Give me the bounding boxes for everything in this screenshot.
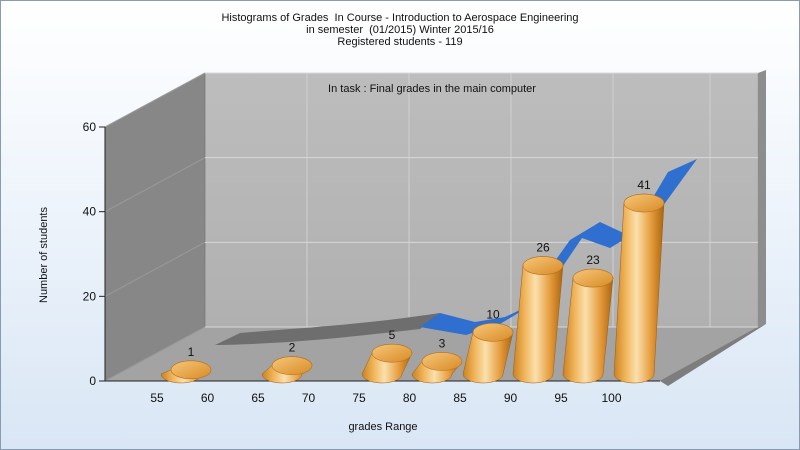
gridline-side: [104, 326, 206, 382]
bar-55-60: 1: [160, 345, 212, 384]
y-tick-label: 60: [83, 120, 97, 134]
x-tick-label: 100: [601, 391, 621, 405]
bar-value-label: 1: [188, 345, 195, 359]
bar-value-label: 10: [486, 307, 500, 321]
x-axis-label: grades Range: [348, 421, 417, 433]
bar-85-90: 10: [462, 307, 514, 384]
y-axis-label: Number of students: [38, 207, 50, 303]
bar-value-label: 26: [536, 241, 550, 255]
x-tick-label: 75: [352, 391, 366, 405]
back-wall: [204, 72, 759, 328]
gridline-side: [104, 157, 206, 213]
chart-subtitle: In task : Final grades in the main compu…: [328, 83, 536, 95]
bar-cap: [271, 356, 313, 375]
x-tick-label: 80: [403, 391, 417, 405]
floor-edge: [660, 324, 766, 386]
bar-cap: [371, 343, 413, 363]
y-tick-label: 40: [83, 205, 97, 219]
bar-75-80: 5: [361, 328, 413, 384]
bar-90-95: 26: [512, 241, 564, 384]
bar-95-100: 23: [562, 253, 614, 384]
x-tick-label: 55: [150, 391, 164, 405]
bar-cap: [170, 360, 212, 380]
bar-value-label: 3: [439, 336, 446, 350]
series-areas: [215, 159, 697, 345]
x-tick-label: 65: [251, 391, 265, 405]
bar-65-70: 2: [261, 341, 313, 384]
bar-cap: [472, 323, 514, 342]
area-series-blue: [420, 159, 697, 335]
chart-title: Histograms of Grades In Course - Introdu…: [0, 12, 800, 48]
x-tick-label: 60: [201, 391, 215, 405]
bar-cap: [421, 352, 463, 371]
bar-80-85: 3: [411, 336, 463, 384]
back-wall-edge: [758, 70, 766, 327]
x-tick-label: 70: [302, 391, 316, 405]
bar-value-label: 2: [289, 341, 296, 355]
y-tick-label: 0: [89, 374, 96, 388]
x-tick-label: 95: [554, 391, 568, 405]
x-tick-label: 90: [504, 391, 518, 405]
title-line-3: Registered students - 119: [337, 36, 463, 48]
title-line-2: in semester (01/2015) Winter 2015/16: [306, 24, 494, 36]
y-tick-label: 20: [83, 289, 97, 303]
bar-100: 41: [613, 178, 665, 384]
bar-value-label: 5: [389, 328, 396, 342]
x-tick-label: 85: [453, 391, 467, 405]
gridline-side: [104, 241, 206, 297]
title-line-1: Histograms of Grades In Course - Introdu…: [221, 12, 579, 24]
bar-value-label: 41: [637, 178, 651, 192]
bar-value-label: 23: [586, 253, 600, 267]
x-tick-labels: 55 60 65 70 75 80 85 90 95 100: [150, 391, 622, 405]
bar-cap: [572, 268, 614, 288]
bar-cap: [522, 256, 564, 275]
y-tick-labels: 0 20 40 60: [83, 120, 97, 388]
area-series-gray: [215, 313, 440, 345]
bars: 1 2 5 3 10 26 23 41: [160, 178, 665, 384]
bar-cap: [623, 193, 665, 213]
gridline-side: [104, 72, 206, 128]
back-wall-grid: [306, 73, 711, 327]
